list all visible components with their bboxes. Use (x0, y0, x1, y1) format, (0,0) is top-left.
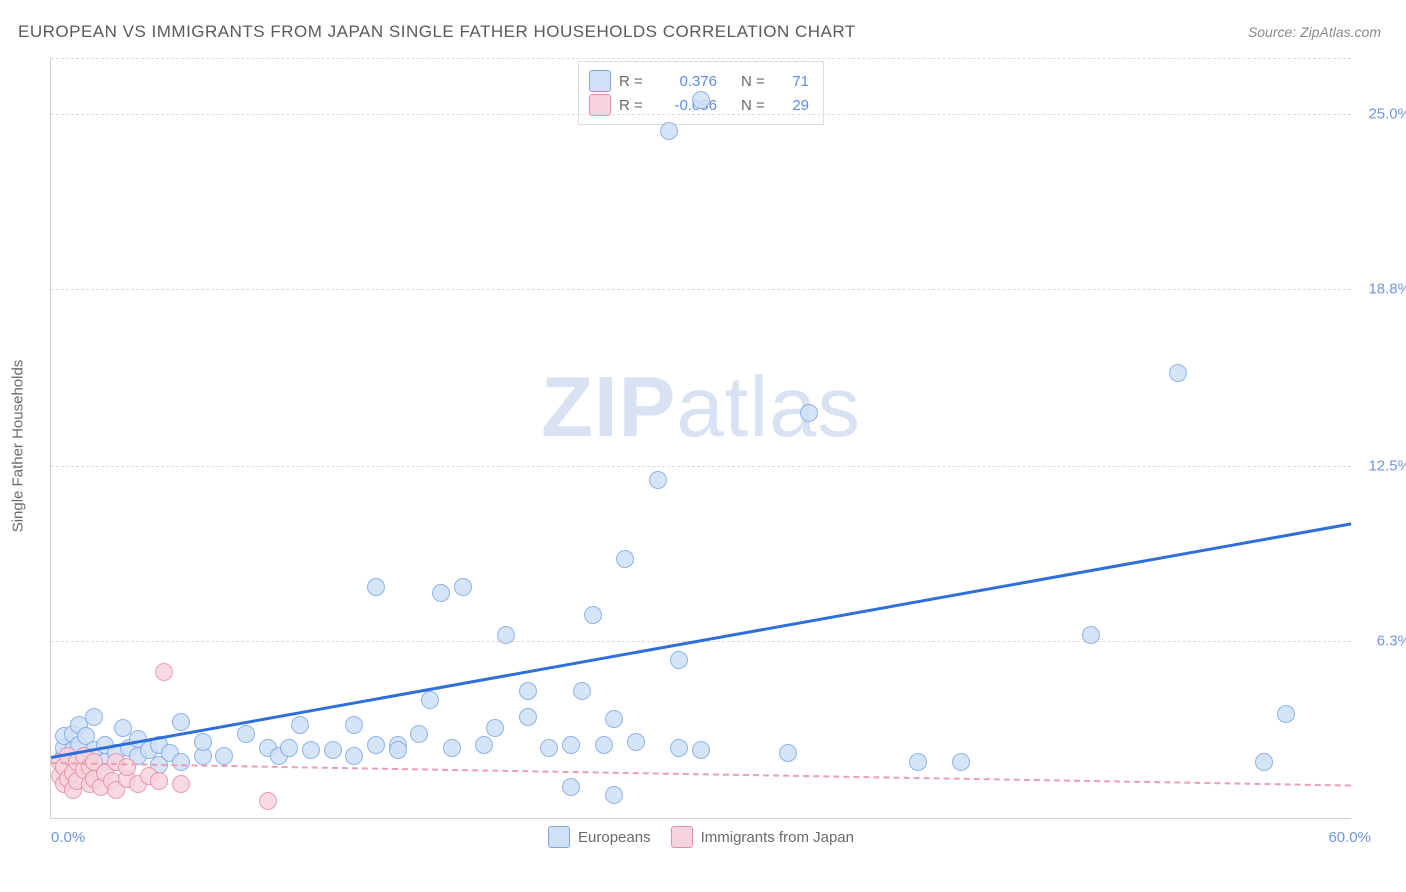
data-point (909, 753, 927, 771)
data-point (660, 122, 678, 140)
data-point (389, 741, 407, 759)
stats-n-label: N = (741, 73, 771, 90)
data-point (475, 736, 493, 754)
data-point (280, 739, 298, 757)
stats-r-label: R = (619, 97, 649, 114)
plot-area: ZIPatlas R =0.376N =71R =-0.056N =29 0.0… (50, 58, 1351, 819)
data-point (800, 404, 818, 422)
data-point (670, 651, 688, 669)
data-point (345, 747, 363, 765)
data-point (1082, 626, 1100, 644)
data-point (497, 626, 515, 644)
data-point (367, 736, 385, 754)
stats-r-value: 0.376 (657, 73, 717, 90)
data-point (85, 708, 103, 726)
y-tick-label: 6.3% (1356, 632, 1406, 649)
y-tick-label: 12.5% (1356, 458, 1406, 475)
gridline (51, 114, 1351, 115)
x-axis-min: 0.0% (51, 829, 85, 846)
stats-n-value: 71 (779, 73, 809, 90)
data-point (519, 708, 537, 726)
legend-label: Immigrants from Japan (701, 829, 854, 846)
data-point (540, 739, 558, 757)
data-point (562, 736, 580, 754)
gridline (51, 289, 1351, 290)
legend-swatch (671, 826, 693, 848)
data-point (324, 741, 342, 759)
data-point (562, 778, 580, 796)
data-point (605, 710, 623, 728)
y-tick-label: 25.0% (1356, 106, 1406, 123)
data-point (172, 775, 190, 793)
legend-item: Immigrants from Japan (671, 826, 854, 848)
data-point (649, 471, 667, 489)
data-point (291, 716, 309, 734)
y-axis-title: Single Father Households (10, 360, 27, 533)
legend-label: Europeans (578, 829, 651, 846)
legend-swatch (548, 826, 570, 848)
data-point (302, 741, 320, 759)
data-point (692, 91, 710, 109)
legend-swatch (589, 70, 611, 92)
data-point (670, 739, 688, 757)
data-point (410, 725, 428, 743)
data-point (345, 716, 363, 734)
data-point (150, 772, 168, 790)
data-point (172, 753, 190, 771)
legend-item: Europeans (548, 826, 651, 848)
stats-n-label: N = (741, 97, 771, 114)
data-point (519, 682, 537, 700)
data-point (692, 741, 710, 759)
data-point (486, 719, 504, 737)
chart-title: EUROPEAN VS IMMIGRANTS FROM JAPAN SINGLE… (18, 22, 856, 42)
data-point (454, 578, 472, 596)
data-point (421, 691, 439, 709)
data-point (584, 606, 602, 624)
data-point (443, 739, 461, 757)
data-point (616, 550, 634, 568)
x-axis-max: 60.0% (1328, 829, 1371, 846)
gridline (51, 466, 1351, 467)
series-legend: Europeans Immigrants from Japan (548, 826, 854, 848)
stats-r-label: R = (619, 73, 649, 90)
data-point (432, 584, 450, 602)
data-point (367, 578, 385, 596)
stats-n-value: 29 (779, 97, 809, 114)
legend-swatch (589, 94, 611, 116)
watermark-light: atlas (676, 360, 861, 455)
data-point (237, 725, 255, 743)
trend-line (51, 762, 1351, 787)
data-point (573, 682, 591, 700)
data-point (194, 733, 212, 751)
data-point (172, 713, 190, 731)
source-label: Source: ZipAtlas.com (1248, 24, 1381, 40)
watermark-bold: ZIP (541, 360, 676, 455)
data-point (595, 736, 613, 754)
data-point (605, 786, 623, 804)
data-point (259, 792, 277, 810)
gridline (51, 58, 1351, 59)
data-point (118, 758, 136, 776)
data-point (215, 747, 233, 765)
data-point (155, 663, 173, 681)
chart-container: EUROPEAN VS IMMIGRANTS FROM JAPAN SINGLE… (0, 0, 1406, 892)
data-point (1169, 364, 1187, 382)
data-point (627, 733, 645, 751)
y-tick-label: 18.8% (1356, 280, 1406, 297)
stats-row: R = 0.376 N = 71 (589, 70, 809, 92)
data-point (779, 744, 797, 762)
data-point (1255, 753, 1273, 771)
data-point (1277, 705, 1295, 723)
data-point (952, 753, 970, 771)
